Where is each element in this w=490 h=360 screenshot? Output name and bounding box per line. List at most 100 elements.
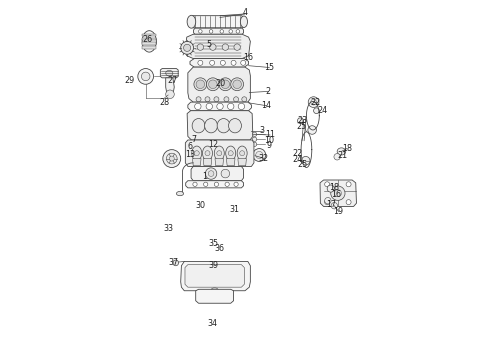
Text: 13: 13 bbox=[185, 150, 195, 159]
Ellipse shape bbox=[228, 151, 233, 156]
Ellipse shape bbox=[252, 142, 257, 147]
Ellipse shape bbox=[209, 80, 217, 89]
Text: 39: 39 bbox=[209, 261, 219, 270]
Polygon shape bbox=[143, 38, 156, 40]
Ellipse shape bbox=[221, 80, 230, 89]
Text: 6: 6 bbox=[188, 142, 193, 151]
Polygon shape bbox=[185, 265, 245, 287]
Ellipse shape bbox=[217, 118, 230, 133]
Ellipse shape bbox=[325, 200, 330, 204]
Text: 16: 16 bbox=[331, 190, 341, 199]
Text: 5: 5 bbox=[206, 40, 211, 49]
Ellipse shape bbox=[207, 136, 211, 141]
Ellipse shape bbox=[142, 72, 150, 81]
Text: 7: 7 bbox=[192, 135, 197, 144]
Ellipse shape bbox=[214, 146, 224, 160]
Ellipse shape bbox=[210, 60, 215, 65]
Ellipse shape bbox=[233, 80, 242, 89]
Ellipse shape bbox=[219, 78, 232, 91]
Ellipse shape bbox=[214, 182, 219, 186]
Ellipse shape bbox=[331, 186, 345, 201]
Text: 18: 18 bbox=[342, 144, 352, 153]
Ellipse shape bbox=[325, 182, 330, 187]
Ellipse shape bbox=[331, 203, 338, 209]
Ellipse shape bbox=[325, 198, 331, 204]
Ellipse shape bbox=[196, 97, 201, 102]
Ellipse shape bbox=[181, 41, 194, 54]
Text: 16: 16 bbox=[244, 53, 253, 62]
Text: 23: 23 bbox=[297, 116, 307, 125]
Text: 30: 30 bbox=[196, 201, 205, 210]
Text: 22: 22 bbox=[293, 149, 303, 158]
Ellipse shape bbox=[205, 118, 218, 133]
Ellipse shape bbox=[308, 97, 319, 108]
Text: 17: 17 bbox=[326, 200, 336, 209]
Ellipse shape bbox=[205, 168, 217, 179]
Ellipse shape bbox=[236, 30, 240, 33]
Polygon shape bbox=[193, 158, 201, 166]
Ellipse shape bbox=[327, 185, 334, 192]
Text: 11: 11 bbox=[265, 130, 275, 139]
Text: 25: 25 bbox=[296, 122, 307, 131]
Ellipse shape bbox=[205, 134, 214, 143]
Ellipse shape bbox=[198, 30, 202, 33]
Text: 15: 15 bbox=[264, 63, 274, 72]
Ellipse shape bbox=[173, 260, 178, 266]
Ellipse shape bbox=[238, 103, 245, 110]
Ellipse shape bbox=[184, 44, 191, 51]
Ellipse shape bbox=[346, 182, 351, 187]
Ellipse shape bbox=[211, 288, 218, 292]
Polygon shape bbox=[203, 158, 212, 166]
Ellipse shape bbox=[241, 16, 247, 27]
Text: 36: 36 bbox=[214, 244, 224, 253]
Ellipse shape bbox=[208, 171, 214, 176]
Ellipse shape bbox=[252, 132, 257, 136]
Polygon shape bbox=[188, 67, 250, 102]
Ellipse shape bbox=[346, 200, 351, 204]
Ellipse shape bbox=[220, 60, 225, 65]
Text: 18: 18 bbox=[329, 183, 339, 192]
Polygon shape bbox=[143, 33, 156, 36]
Polygon shape bbox=[143, 42, 156, 45]
Polygon shape bbox=[215, 158, 223, 166]
Text: 19: 19 bbox=[334, 207, 343, 216]
Polygon shape bbox=[191, 166, 244, 181]
Polygon shape bbox=[143, 46, 156, 49]
Polygon shape bbox=[187, 111, 253, 140]
Ellipse shape bbox=[187, 15, 196, 28]
Ellipse shape bbox=[167, 153, 177, 164]
Polygon shape bbox=[160, 68, 178, 78]
Ellipse shape bbox=[226, 146, 236, 160]
Text: 21: 21 bbox=[337, 151, 347, 160]
Ellipse shape bbox=[193, 182, 197, 186]
Text: 1: 1 bbox=[202, 172, 207, 181]
Ellipse shape bbox=[220, 30, 223, 33]
Ellipse shape bbox=[203, 182, 208, 186]
Ellipse shape bbox=[229, 30, 232, 33]
Ellipse shape bbox=[205, 151, 210, 156]
Text: 3: 3 bbox=[260, 126, 265, 135]
Ellipse shape bbox=[234, 182, 238, 186]
Ellipse shape bbox=[314, 108, 319, 113]
Ellipse shape bbox=[334, 190, 342, 197]
Ellipse shape bbox=[210, 44, 216, 50]
Polygon shape bbox=[188, 102, 251, 111]
Ellipse shape bbox=[192, 131, 198, 136]
Ellipse shape bbox=[227, 103, 234, 110]
Text: 32: 32 bbox=[259, 154, 269, 163]
Ellipse shape bbox=[166, 90, 174, 99]
Text: 27: 27 bbox=[168, 76, 178, 85]
Ellipse shape bbox=[206, 103, 213, 110]
Ellipse shape bbox=[166, 70, 173, 76]
Ellipse shape bbox=[237, 146, 247, 160]
Ellipse shape bbox=[311, 99, 317, 105]
Polygon shape bbox=[185, 34, 250, 59]
Ellipse shape bbox=[202, 146, 213, 160]
Ellipse shape bbox=[334, 154, 341, 160]
Ellipse shape bbox=[192, 146, 202, 160]
Text: 24: 24 bbox=[293, 155, 303, 164]
Ellipse shape bbox=[222, 44, 228, 50]
Ellipse shape bbox=[241, 60, 245, 65]
Ellipse shape bbox=[256, 152, 263, 158]
Ellipse shape bbox=[209, 30, 213, 33]
